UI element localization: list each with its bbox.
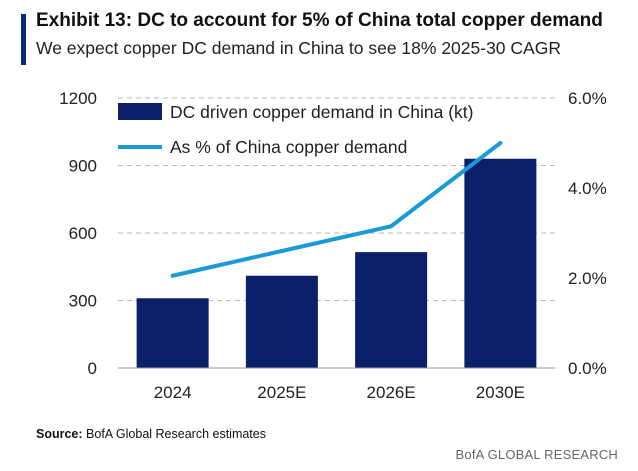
y-left-tick-label: 900 — [69, 157, 97, 176]
chart-canvas: 0 300 600 900 1200 0.0% 2.0% 4.0% 6.0% 2024 2025E 2… — [59, 89, 607, 402]
legend-label-bar: DC driven copper demand in China (kt) — [170, 102, 473, 122]
y-right-tick-label: 0.0% — [568, 359, 607, 378]
bar — [245, 275, 318, 368]
y-right-tick-label: 6.0% — [568, 89, 607, 108]
chart-title: Exhibit 13: DC to account for 5% of Chin… — [36, 10, 603, 31]
bar-series — [136, 158, 537, 368]
legend: DC driven copper demand in China (kt) As … — [118, 102, 473, 157]
y-left-tick-label: 600 — [69, 224, 97, 243]
series-line — [170, 141, 503, 278]
x-tick-label: 2026E — [367, 383, 416, 402]
y-left-tick-label: 0 — [88, 359, 97, 378]
bar — [136, 298, 209, 368]
y-right-tick-label: 2.0% — [568, 269, 607, 288]
x-tick-label: 2025E — [257, 383, 306, 402]
y-right-tick-label: 4.0% — [568, 179, 607, 198]
brand-footer: BofA GLOBAL RESEARCH — [455, 447, 618, 462]
line-series — [170, 141, 503, 278]
axes: 0 300 600 900 1200 0.0% 2.0% 4.0% 6.0% 2024 2025E 2… — [59, 89, 607, 402]
title-accent-bar — [21, 14, 26, 65]
source-label: Source: — [36, 427, 83, 441]
chart-subtitle: We expect copper DC demand in China to s… — [36, 38, 561, 58]
legend-swatch-bar — [118, 103, 162, 120]
bar — [464, 158, 537, 368]
source-text: BofA Global Research estimates — [86, 427, 266, 441]
x-tick-label: 2024 — [154, 383, 192, 402]
legend-label-line: As % of China copper demand — [170, 137, 407, 157]
y-left-tick-label: 300 — [69, 292, 97, 311]
bar — [355, 252, 428, 368]
x-tick-label: 2030E — [476, 383, 525, 402]
source-note: Source: BofA Global Research estimates — [36, 427, 266, 441]
y-left-tick-label: 1200 — [59, 89, 97, 108]
